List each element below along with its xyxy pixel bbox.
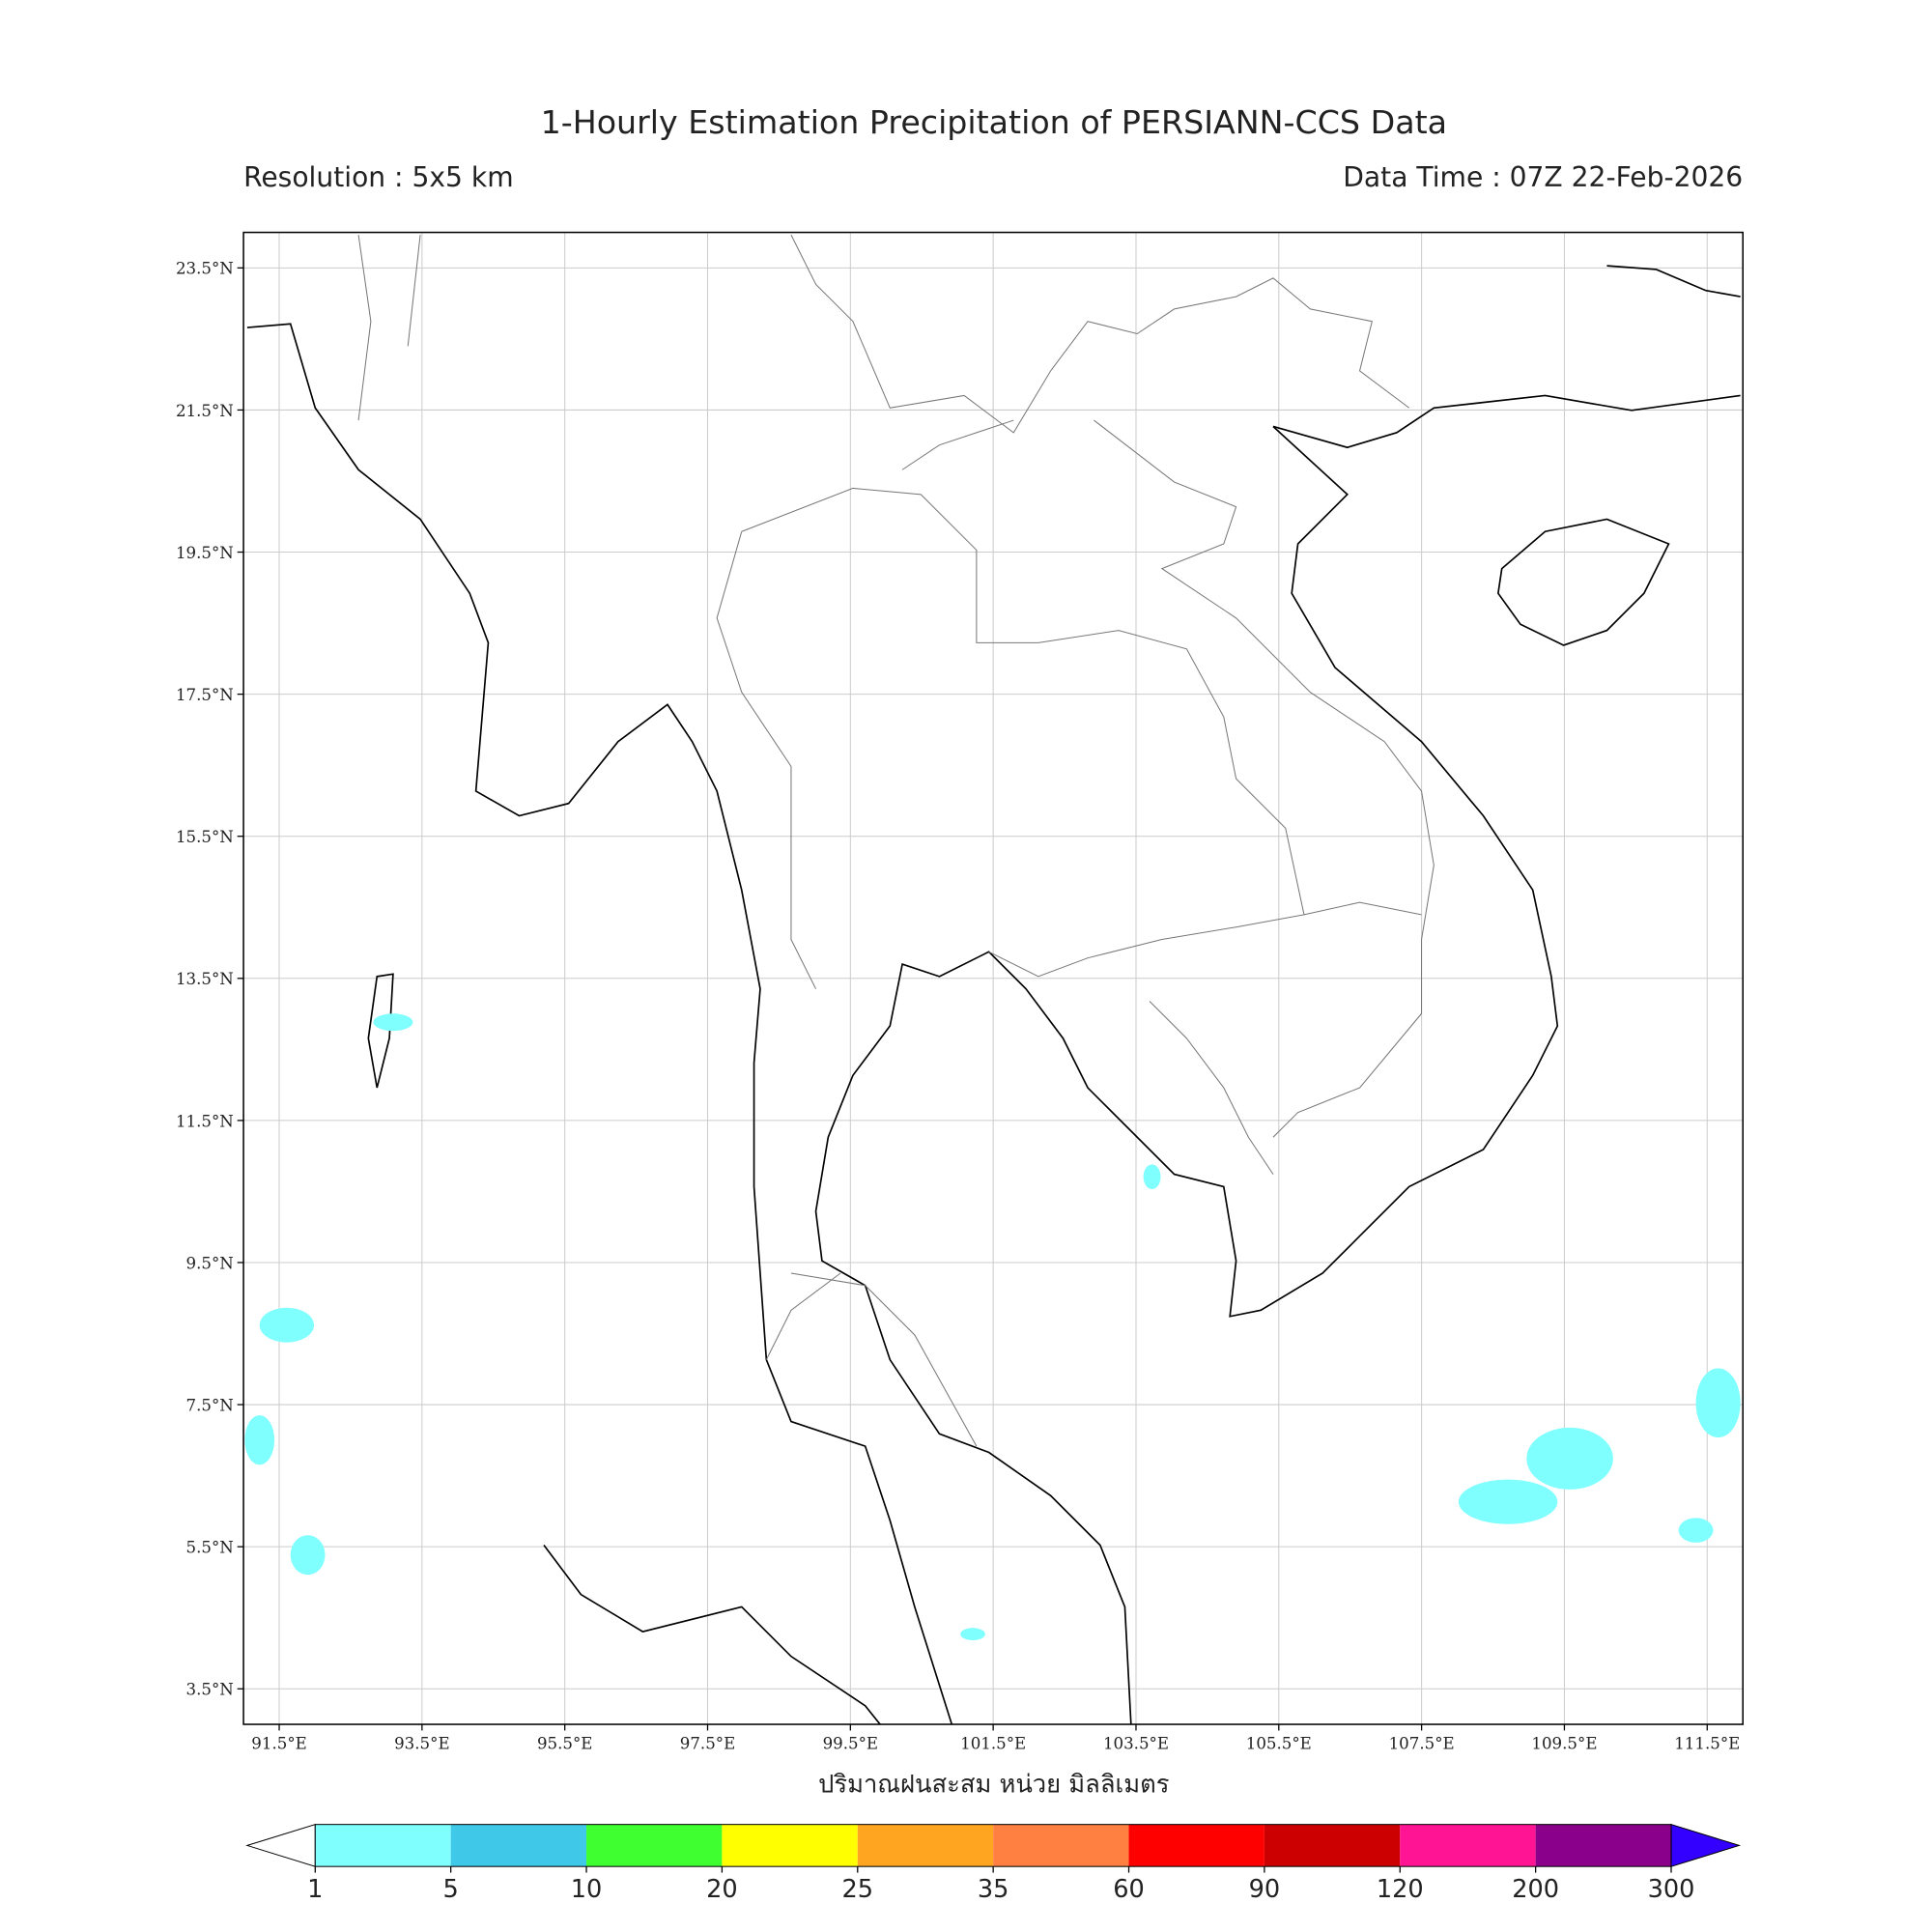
colorbar-segment [586,1824,723,1867]
colorbar-label: 35 [978,1875,1009,1904]
colorbar-label: 10 [571,1875,603,1904]
colorbar-label: 5 [443,1875,459,1904]
x-tick-label: 109.5°E [1531,1735,1597,1753]
colorbar: 1 5 10 20 25 35 60 90 120 200 300 [245,1823,1742,1904]
x-tick-label: 99.5°E [823,1735,878,1753]
x-tick-label: 101.5°E [960,1735,1026,1753]
colorbar-label: 20 [706,1875,738,1904]
colorbar-segment [1400,1824,1536,1867]
x-tick-label: 107.5°E [1389,1735,1455,1753]
y-tick-label: 9.5°N [186,1254,234,1272]
colorbar-segment [1264,1824,1401,1867]
colorbar-segment [315,1824,451,1867]
colorbar-frame [314,1824,1672,1867]
x-tick-label: 103.5°E [1103,1735,1169,1753]
subtitle-right: Data Time : 07Z 22-Feb-2026 [1343,161,1743,193]
island [367,973,394,1089]
thailand-outline [716,487,1305,1447]
y-tick-label: 7.5°N [186,1396,234,1414]
y-tick-label: 15.5°N [176,828,234,846]
grid [243,232,1744,1725]
colorbar-label: 25 [841,1875,873,1904]
coastline [1606,265,1741,298]
rain-area [244,1415,275,1465]
y-tick-label: 21.5°N [176,402,234,420]
colorbar-label: 120 [1377,1875,1424,1904]
y-tick-label: 3.5°N [186,1681,234,1699]
title: 1-Hourly Estimation Precipitation of PER… [541,103,1447,141]
colorbar-label: 90 [1249,1875,1281,1904]
colorbar-segment [722,1824,858,1867]
map-shapes [244,234,1741,1725]
colorbar-label: 60 [1113,1875,1145,1904]
rain-area [1143,1164,1161,1189]
coastline [246,323,953,1725]
y-tick-label: 17.5°N [176,686,234,704]
y-tick-label: 11.5°N [176,1112,234,1130]
y-tick-label: 19.5°N [176,544,234,562]
rain-area [960,1628,985,1641]
colorbar-segment [857,1824,994,1867]
rain-area [1526,1427,1613,1490]
colorbar-label: 200 [1512,1875,1559,1904]
x-tick-label: 93.5°E [394,1735,449,1753]
colorbar-segment [1128,1824,1264,1867]
colorbar-segment [993,1824,1129,1867]
rain-area [1695,1368,1741,1438]
y-tick-label: 5.5°N [186,1539,234,1557]
rain-area [1678,1518,1714,1543]
colorbar-under [245,1823,316,1867]
x-tick-label: 111.5°E [1674,1735,1740,1753]
coastline [814,425,1559,1725]
x-axis-label: ปริมาณฝนสะสม หน่วย มิลลิเมตร [818,1770,1169,1799]
rain-area [373,1013,413,1032]
rain-area [1458,1479,1558,1524]
rain-area [290,1535,326,1576]
y-tick-label: 23.5°N [176,260,234,278]
country-border [357,234,1435,1175]
island [1496,518,1670,646]
subtitle-left: Resolution : 5x5 km [243,161,514,193]
x-tick-label: 95.5°E [537,1735,592,1753]
x-tick-label: 91.5°E [251,1735,306,1753]
colorbar-segment [1535,1824,1672,1867]
colorbar-label: 1 [307,1875,323,1904]
colorbar-label: 300 [1648,1875,1695,1904]
colorbar-segment [450,1824,587,1867]
x-tick-label: 97.5°E [680,1735,735,1753]
coastline [543,1544,881,1725]
y-tick-label: 13.5°N [176,970,234,988]
rain-area [259,1307,315,1343]
colorbar-over [1670,1823,1742,1867]
coastline [1272,394,1741,449]
x-tick-label: 105.5°E [1246,1735,1312,1753]
